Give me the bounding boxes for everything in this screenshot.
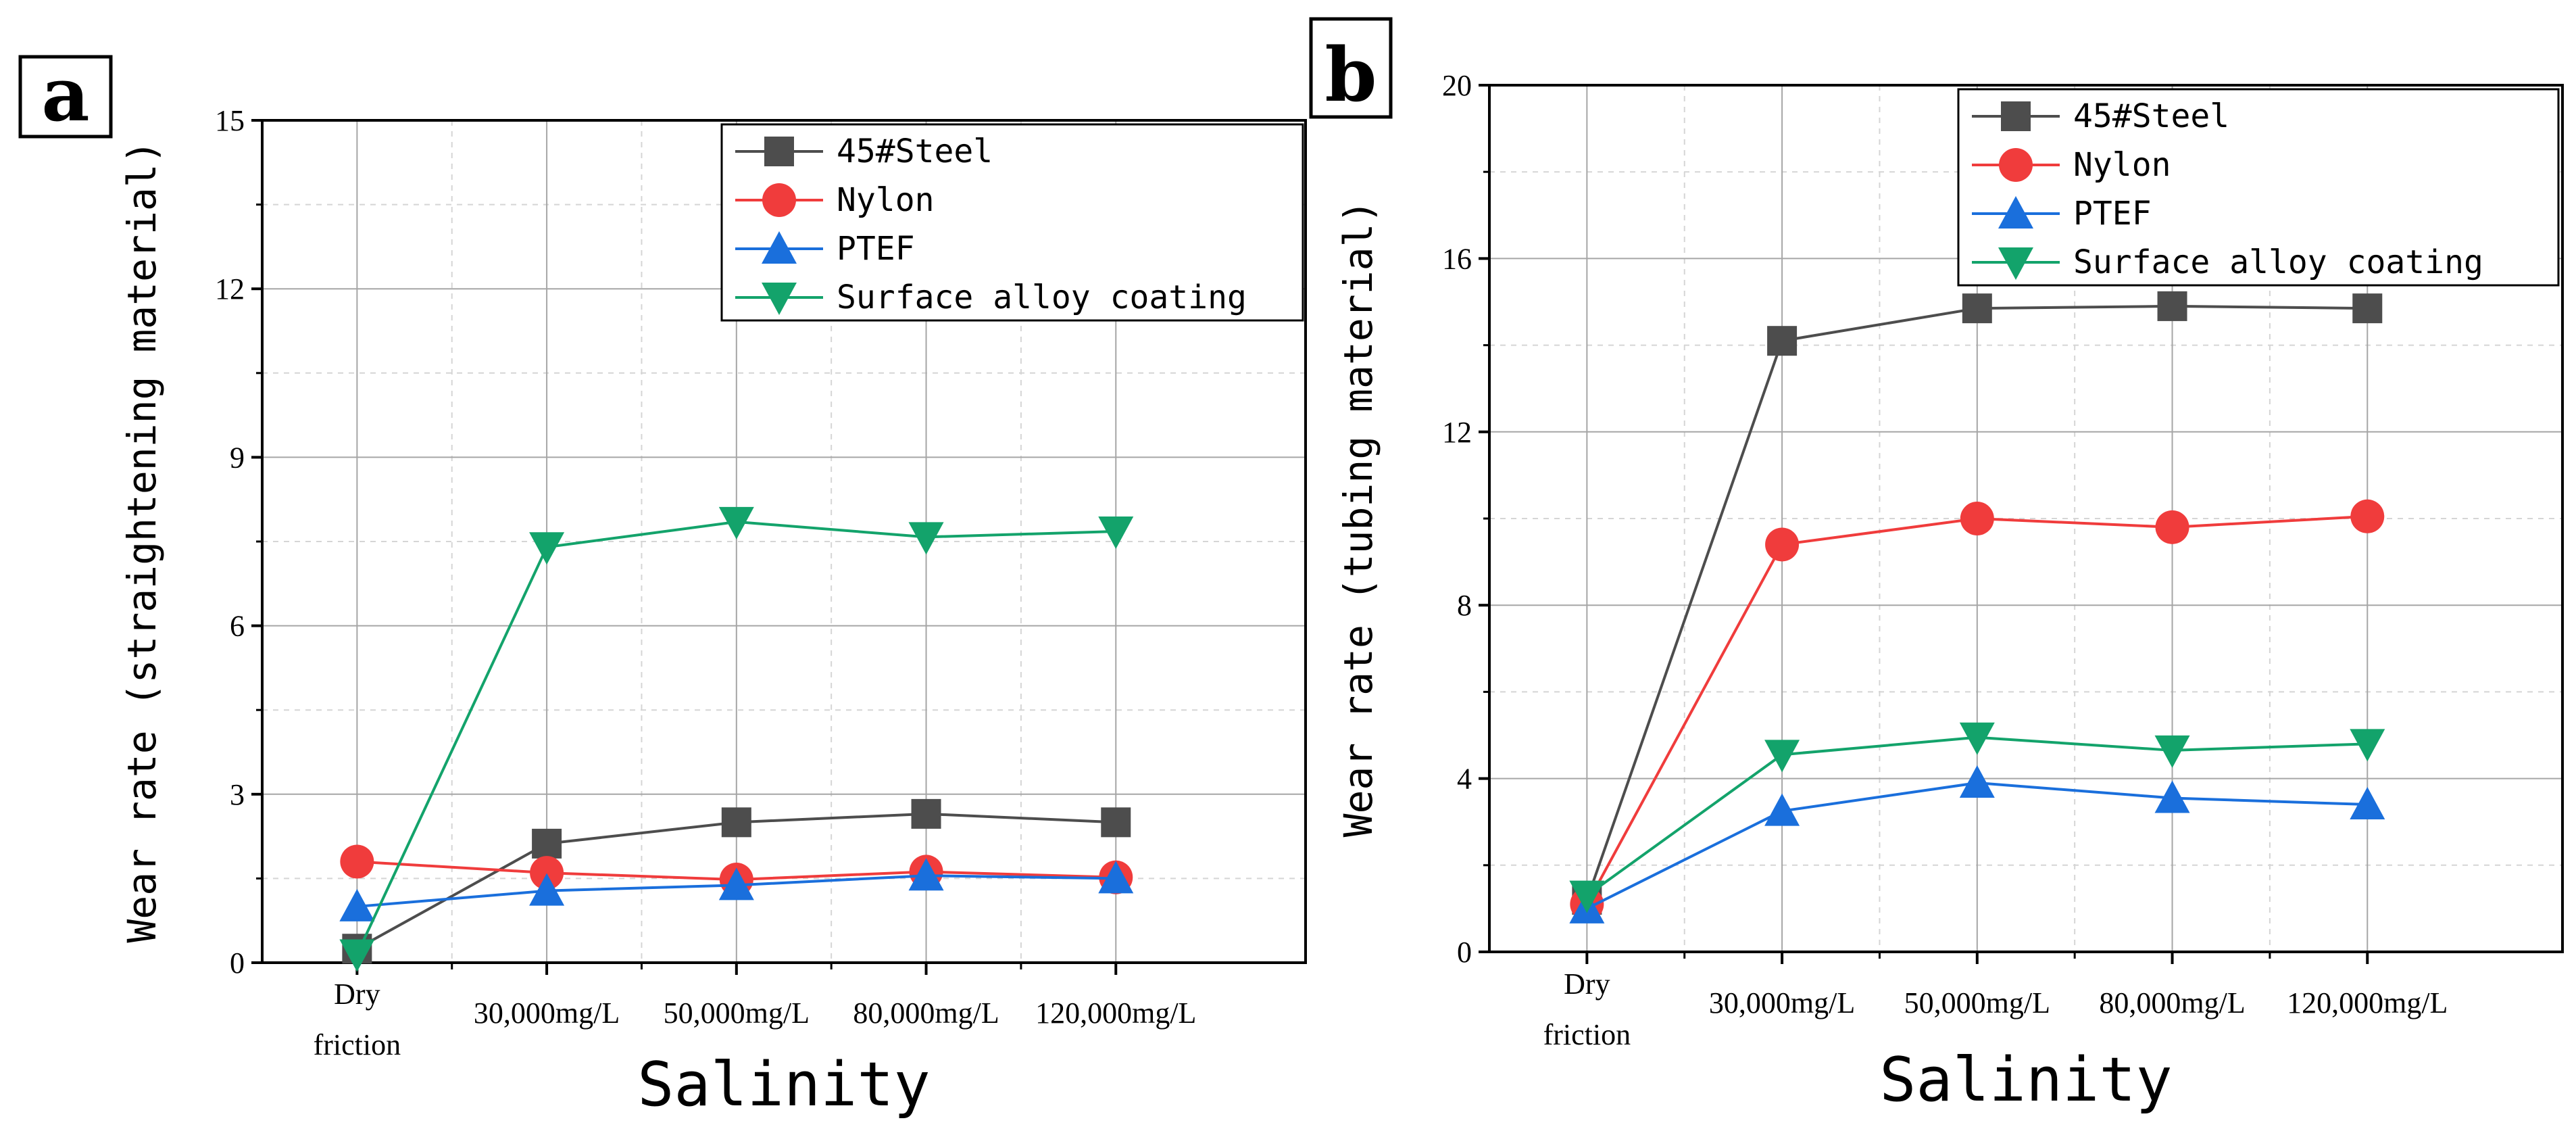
x-axis-title: Salinity — [637, 1049, 930, 1120]
data-point — [908, 858, 944, 891]
data-point — [1962, 293, 1992, 324]
series-surface-alloy-coating — [1569, 722, 2385, 913]
x-category-label: 80,000mg/L — [853, 996, 999, 1030]
legend-marker — [1998, 196, 2033, 229]
legend-label: Nylon — [837, 181, 935, 219]
x-category-label: 120,000mg/L — [1035, 996, 1196, 1030]
x-category-label: Dry — [334, 978, 380, 1011]
legend: 45#Steel Nylon PTEF Surface alloy coating — [1957, 88, 2560, 287]
y-tick-label: 12 — [215, 272, 245, 306]
x-category-label: 30,000mg/L — [1709, 986, 1855, 1019]
panel-label-box — [18, 55, 113, 139]
y-tick-label: 9 — [230, 441, 245, 474]
x-category-label: friction — [314, 1028, 401, 1061]
data-point — [1098, 861, 1134, 894]
legend-marker — [1999, 148, 2033, 182]
data-point — [2350, 787, 2385, 820]
y-tick-label: 6 — [230, 610, 245, 643]
legend: 45#Steel Nylon PTEF Surface alloy coating — [720, 123, 1304, 322]
legend-label: PTEF — [2073, 195, 2152, 233]
y-tick-label: 15 — [215, 104, 245, 137]
legend-box — [1957, 88, 2560, 287]
data-point — [1959, 765, 1995, 798]
y-tick-label: 0 — [1457, 936, 1472, 969]
data-point — [2154, 780, 2190, 813]
data-point — [718, 867, 754, 900]
series-ptef — [1569, 765, 2385, 923]
data-point — [530, 856, 564, 890]
series-surface-alloy-coating — [339, 506, 1134, 972]
data-point — [911, 798, 941, 829]
legend-marker — [762, 231, 797, 264]
y-tick-label: 3 — [230, 778, 245, 811]
data-point — [529, 532, 565, 565]
y-tick-label: 16 — [1442, 242, 1472, 275]
legend-box — [720, 123, 1304, 322]
legend-marker — [2001, 101, 2031, 131]
data-point — [339, 888, 375, 921]
data-point — [529, 873, 565, 906]
data-point — [1764, 793, 1800, 826]
data-point — [2155, 510, 2189, 544]
y-tick-label: 8 — [1457, 589, 1472, 622]
data-point — [1764, 740, 1800, 773]
data-point — [2350, 729, 2385, 762]
panel-label: b — [1325, 31, 1377, 118]
data-point — [340, 844, 374, 879]
legend-label: 45#Steel — [837, 133, 993, 170]
data-point — [2352, 293, 2383, 324]
x-axis-title: Salinity — [1879, 1044, 2172, 1115]
series-45-steel — [1572, 291, 2383, 915]
legend-marker — [762, 283, 797, 315]
data-point — [908, 522, 944, 555]
data-point — [1767, 326, 1798, 356]
y-axis-title: Wear rate (tubing material) — [1335, 200, 1381, 838]
y-tick-label: 12 — [1442, 416, 1472, 449]
panel-label-box — [1309, 17, 1393, 119]
data-point — [339, 939, 375, 972]
y-axis-title: Wear rate (straightening material) — [119, 140, 165, 942]
y-tick-label: 0 — [230, 946, 245, 980]
data-point — [1098, 517, 1134, 550]
x-category-label: 50,000mg/L — [1904, 986, 2050, 1019]
data-point — [2157, 291, 2187, 321]
chart-panel-b: b 0 4 8 12 16 20 Dry friction 30,000mg/L 50,000mg/… — [1309, 17, 2564, 1115]
data-point — [1960, 502, 1994, 535]
data-point — [1765, 527, 1800, 562]
data-point — [532, 828, 562, 859]
legend-label: Nylon — [2073, 146, 2171, 184]
legend-marker — [1998, 247, 2033, 280]
legend-label: Surface alloy coating — [2073, 243, 2483, 281]
data-point — [2154, 735, 2190, 768]
x-category-label: 50,000mg/L — [664, 996, 810, 1030]
data-point — [1569, 880, 1605, 913]
legend-marker — [762, 183, 796, 217]
legend-label: 45#Steel — [2073, 97, 2229, 135]
data-point — [2350, 499, 2385, 533]
series-ptef — [339, 858, 1134, 921]
data-point — [1959, 722, 1995, 755]
data-point — [1101, 807, 1131, 838]
legend-marker — [764, 137, 794, 166]
x-category-label: 80,000mg/L — [2099, 986, 2245, 1019]
x-category-label: Dry — [1564, 967, 1610, 1001]
y-tick-label: 4 — [1457, 763, 1472, 796]
data-point — [718, 506, 754, 539]
y-tick-label: 20 — [1442, 69, 1472, 102]
panel-label: a — [41, 51, 89, 138]
x-category-label: 30,000mg/L — [474, 996, 620, 1030]
x-category-label: friction — [1543, 1018, 1631, 1051]
chart-panel-a: a 0 3 6 9 12 15 Dry friction 30,000mg/L 50,000mg/L… — [18, 51, 1307, 1120]
data-point — [721, 807, 751, 838]
x-category-label: 120,000mg/L — [2287, 986, 2448, 1019]
legend-label: PTEF — [837, 230, 915, 268]
legend-label: Surface alloy coating — [837, 279, 1247, 316]
